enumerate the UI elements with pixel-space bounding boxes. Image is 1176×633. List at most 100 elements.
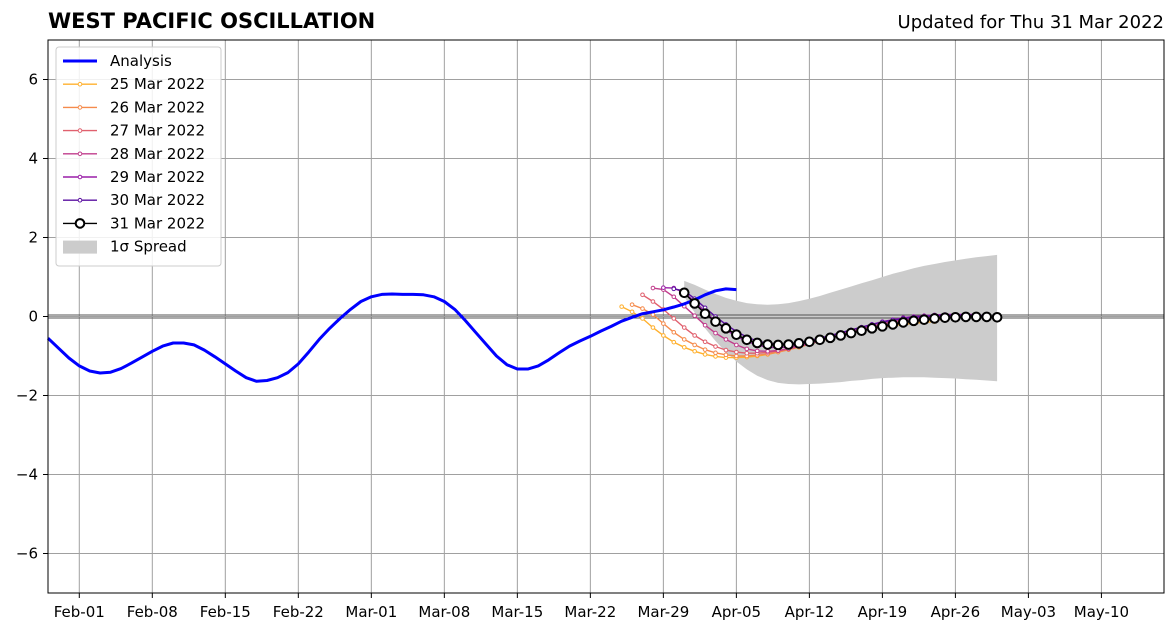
forecast-point <box>681 345 687 350</box>
current-forecast-point <box>762 339 773 350</box>
forecast-point <box>702 352 708 357</box>
legend-marker <box>77 128 83 133</box>
grid-lines <box>48 40 1164 593</box>
current-forecast-point <box>814 334 826 346</box>
forecast-point <box>702 322 708 328</box>
forecast-point <box>734 342 739 348</box>
spread-layer <box>684 254 998 385</box>
current-forecast-point <box>720 323 732 334</box>
legend-entry: 27 Mar 2022 <box>63 122 205 140</box>
current-forecast-point <box>960 311 972 323</box>
forecast-point <box>629 309 635 315</box>
legend-label: 30 Mar 2022 <box>110 191 205 209</box>
current-forecast-series <box>678 287 1003 351</box>
current-forecast-point <box>835 330 846 341</box>
legend-marker <box>77 151 83 157</box>
current-forecast-point <box>772 339 784 351</box>
legend-label: 1σ Spread <box>110 238 187 256</box>
current-forecast-point <box>824 332 836 344</box>
forecast-point <box>671 294 677 300</box>
legend-entry: 28 Mar 2022 <box>63 145 205 163</box>
forecast-point <box>661 333 666 338</box>
current-forecast-point <box>950 311 961 323</box>
forecast-point <box>765 348 770 354</box>
current-forecast-point <box>929 313 940 324</box>
x-tick-label: Apr-19 <box>858 603 908 621</box>
forecast-point <box>713 330 718 336</box>
legend-label: 26 Mar 2022 <box>110 98 205 116</box>
forecast-point <box>744 346 750 352</box>
y-tick-label: 0 <box>28 308 38 326</box>
legend-box <box>55 46 222 267</box>
legend-label: 31 Mar 2022 <box>110 214 205 232</box>
legend: Analysis 25 Mar 2022 26 Mar 2022 27 Mar 202… <box>55 46 222 267</box>
series-layer <box>46 285 1003 383</box>
chart-subtitle: Updated for Thu 31 Mar 2022 <box>897 12 1164 33</box>
legend-entry: 31 Mar 2022 <box>63 214 205 232</box>
current-forecast-point <box>678 287 690 299</box>
forecast-point <box>713 350 718 356</box>
legend-marker <box>77 197 83 203</box>
forecast-point <box>619 304 624 309</box>
current-forecast-point <box>689 298 700 309</box>
legend-label: Analysis <box>110 52 172 70</box>
legend-entry: Analysis <box>63 52 172 70</box>
current-forecast-point <box>751 337 763 349</box>
x-tick-label: May-10 <box>1074 603 1129 621</box>
x-tick-label: Apr-12 <box>785 603 835 621</box>
forecast-point <box>702 347 708 352</box>
forecast-point <box>734 353 739 359</box>
y-tick-label: 4 <box>28 150 38 168</box>
forecast-point <box>661 285 666 290</box>
forecast-point <box>692 348 697 354</box>
forecast-point <box>681 337 687 342</box>
x-tick-label: Mar-15 <box>491 603 543 621</box>
current-forecast-point <box>887 319 899 330</box>
forecast-point <box>671 339 677 345</box>
x-axis: Feb-01 Feb-08 Feb-15 Feb-22 Mar-01 Mar-08 Mar-… <box>54 593 1129 621</box>
x-tick-label: Mar-22 <box>564 603 616 621</box>
forecast-point <box>650 285 656 291</box>
current-forecast-point <box>741 334 753 346</box>
legend-entry: 25 Mar 2022 <box>63 75 205 93</box>
current-forecast-point <box>897 317 909 328</box>
legend-entry: 30 Mar 2022 <box>63 191 205 209</box>
analysis-line <box>46 287 737 383</box>
forecast-point <box>692 333 697 338</box>
x-tick-label: Feb-08 <box>127 603 178 621</box>
forecast-point <box>661 321 666 326</box>
current-forecast-point <box>856 325 867 337</box>
legend-marker <box>77 105 83 110</box>
forecast-point <box>640 316 645 321</box>
x-tick-label: Mar-29 <box>637 603 689 621</box>
forecast-point <box>681 325 687 330</box>
current-forecast-point <box>804 336 815 348</box>
forecast-point <box>723 337 729 342</box>
y-tick-label: −4 <box>16 466 38 484</box>
y-tick-label: 6 <box>28 71 38 89</box>
current-forecast-point <box>845 327 857 339</box>
y-tick-label: −2 <box>16 387 38 405</box>
legend-label: 28 Mar 2022 <box>110 145 205 163</box>
current-forecast-point <box>939 312 951 323</box>
legend-marker <box>77 81 83 87</box>
current-forecast-point <box>981 311 992 323</box>
x-tick-label: Feb-22 <box>273 603 324 621</box>
y-axis: −6 −4 −2 0 2 4 6 <box>16 71 48 563</box>
current-forecast-point <box>731 329 742 340</box>
forecast-point <box>702 339 708 345</box>
forecast-point <box>671 330 677 335</box>
forecast-point <box>671 316 677 321</box>
legend-marker <box>74 218 86 229</box>
current-forecast-point <box>793 338 805 349</box>
forecast-point <box>754 348 760 354</box>
forecast-point <box>640 306 645 311</box>
legend-label: 29 Mar 2022 <box>110 168 205 186</box>
spread-band <box>684 254 998 385</box>
forecast-point <box>723 347 729 353</box>
legend-entry: 1σ Spread <box>63 238 187 256</box>
forecast-point <box>650 325 656 330</box>
current-forecast-point <box>783 339 794 350</box>
chart-title: WEST PACIFIC OSCILLATION <box>48 9 376 33</box>
